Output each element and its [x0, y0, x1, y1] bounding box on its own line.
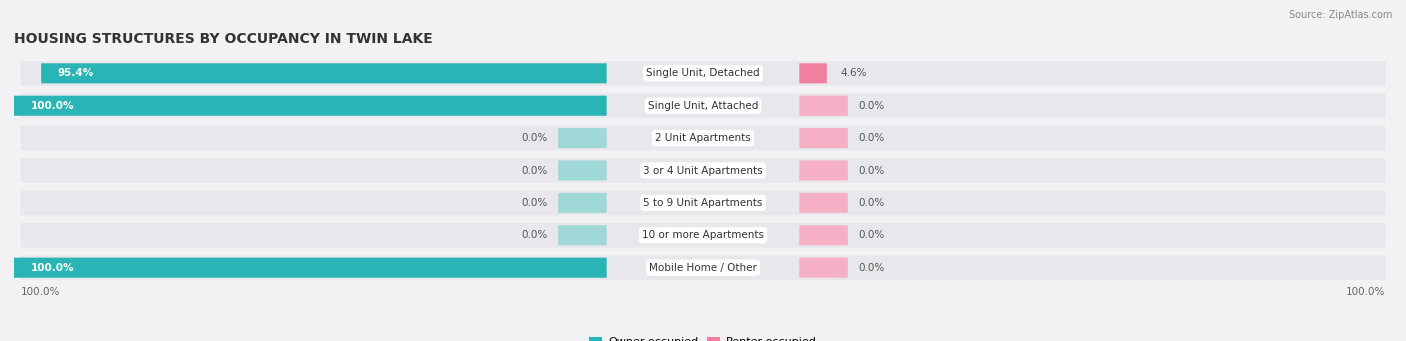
Text: 0.0%: 0.0%	[522, 198, 547, 208]
Text: 0.0%: 0.0%	[859, 263, 884, 273]
FancyBboxPatch shape	[800, 258, 848, 278]
FancyBboxPatch shape	[558, 161, 606, 180]
FancyBboxPatch shape	[14, 96, 606, 116]
Text: 95.4%: 95.4%	[58, 68, 94, 78]
FancyBboxPatch shape	[800, 225, 848, 245]
FancyBboxPatch shape	[21, 126, 1385, 150]
Text: 3 or 4 Unit Apartments: 3 or 4 Unit Apartments	[643, 165, 763, 176]
FancyBboxPatch shape	[800, 161, 848, 180]
Text: 10 or more Apartments: 10 or more Apartments	[643, 230, 763, 240]
Text: 2 Unit Apartments: 2 Unit Apartments	[655, 133, 751, 143]
FancyBboxPatch shape	[21, 191, 1385, 215]
Text: 0.0%: 0.0%	[859, 101, 884, 111]
Text: 0.0%: 0.0%	[522, 133, 547, 143]
Text: 0.0%: 0.0%	[859, 198, 884, 208]
FancyBboxPatch shape	[21, 223, 1385, 248]
Text: 4.6%: 4.6%	[841, 68, 868, 78]
Text: 0.0%: 0.0%	[522, 165, 547, 176]
FancyBboxPatch shape	[800, 63, 827, 83]
Text: Single Unit, Attached: Single Unit, Attached	[648, 101, 758, 111]
Text: 0.0%: 0.0%	[859, 230, 884, 240]
Text: 100.0%: 100.0%	[1346, 287, 1385, 297]
Legend: Owner-occupied, Renter-occupied: Owner-occupied, Renter-occupied	[585, 332, 821, 341]
FancyBboxPatch shape	[21, 158, 1385, 183]
FancyBboxPatch shape	[21, 255, 1385, 280]
Text: 0.0%: 0.0%	[859, 165, 884, 176]
FancyBboxPatch shape	[14, 258, 606, 278]
Text: 0.0%: 0.0%	[522, 230, 547, 240]
Text: 100.0%: 100.0%	[31, 101, 75, 111]
Text: Source: ZipAtlas.com: Source: ZipAtlas.com	[1288, 10, 1392, 20]
FancyBboxPatch shape	[558, 225, 606, 245]
Text: HOUSING STRUCTURES BY OCCUPANCY IN TWIN LAKE: HOUSING STRUCTURES BY OCCUPANCY IN TWIN …	[14, 32, 433, 46]
Text: Single Unit, Detached: Single Unit, Detached	[647, 68, 759, 78]
FancyBboxPatch shape	[800, 193, 848, 213]
FancyBboxPatch shape	[558, 128, 606, 148]
Text: 0.0%: 0.0%	[859, 133, 884, 143]
FancyBboxPatch shape	[41, 63, 606, 83]
Text: 5 to 9 Unit Apartments: 5 to 9 Unit Apartments	[644, 198, 762, 208]
FancyBboxPatch shape	[558, 193, 606, 213]
Text: 100.0%: 100.0%	[21, 287, 60, 297]
FancyBboxPatch shape	[21, 61, 1385, 86]
FancyBboxPatch shape	[21, 93, 1385, 118]
Text: 100.0%: 100.0%	[31, 263, 75, 273]
FancyBboxPatch shape	[800, 128, 848, 148]
Text: Mobile Home / Other: Mobile Home / Other	[650, 263, 756, 273]
FancyBboxPatch shape	[800, 96, 848, 116]
